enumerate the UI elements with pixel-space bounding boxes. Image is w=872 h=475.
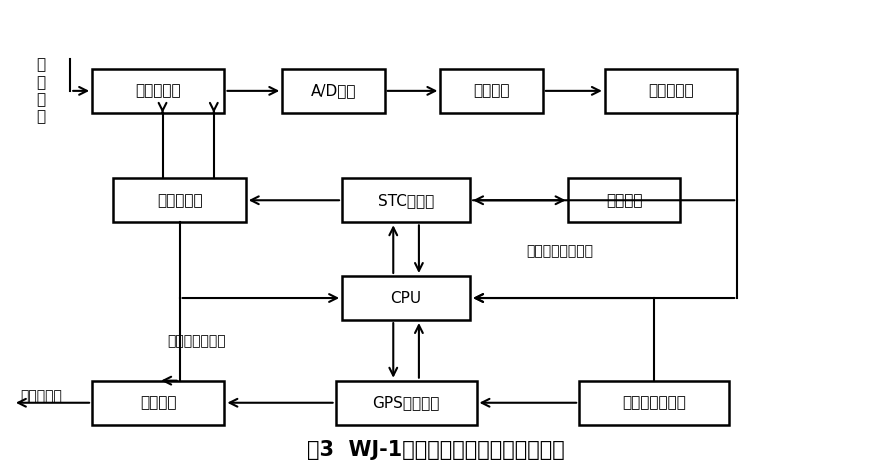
Text: GPS定位系统: GPS定位系统 [372,395,439,410]
Bar [113,178,246,222]
Bar [579,380,729,425]
Text: CPU: CPU [391,291,422,305]
Text: 电子地图: 电子地图 [140,395,176,410]
Text: A/D转换: A/D转换 [310,84,356,98]
Bar [92,69,224,113]
Text: 干扰信号参数分析: 干扰信号参数分析 [527,245,594,258]
Text: 滤波处理: 滤波处理 [473,84,510,98]
Text: 步进电机: 步进电机 [606,193,643,208]
Bar [342,178,470,222]
Text: 超宽带天线: 超宽带天线 [135,84,181,98]
Bar [342,276,470,320]
Text: STC单片机: STC单片机 [378,193,434,208]
Text: 图3  WJ-1型抗干扰侦测系统工作流程图: 图3 WJ-1型抗干扰侦测系统工作流程图 [307,440,565,460]
Text: 频谱分析仪: 频谱分析仪 [648,84,694,98]
Text: 经度、纬度计算: 经度、纬度计算 [622,395,686,410]
Text: 消灭干扰源: 消灭干扰源 [20,390,62,404]
Bar [440,69,542,113]
Bar [336,380,477,425]
Text: 角度传感器: 角度传感器 [157,193,202,208]
Bar [569,178,679,222]
Bar [605,69,737,113]
Text: 干
扰
信
号: 干 扰 信 号 [37,57,45,124]
Bar [283,69,385,113]
Text: 轨迹、路径计算: 轨迹、路径计算 [167,334,226,348]
Bar [92,380,224,425]
